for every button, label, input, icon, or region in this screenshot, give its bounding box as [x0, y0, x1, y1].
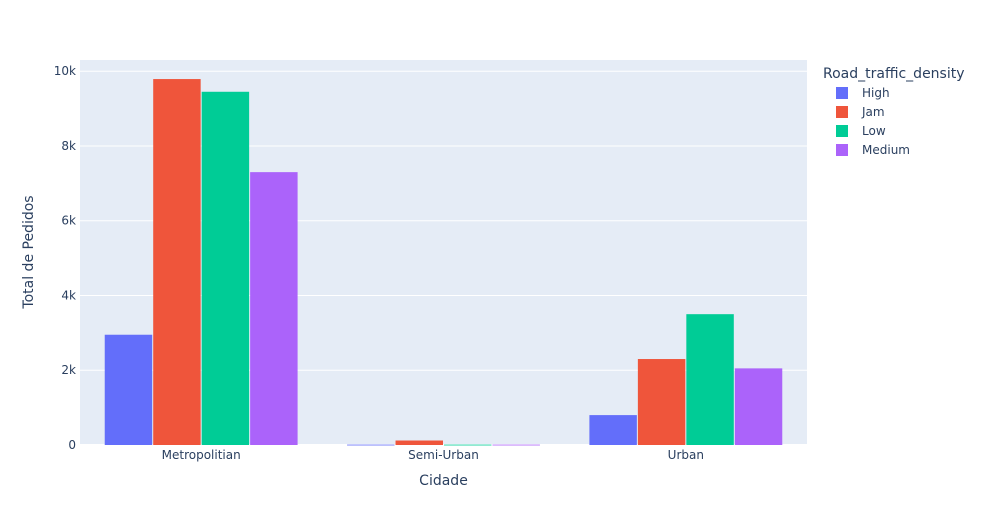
x-tick-label: Urban: [668, 448, 704, 462]
bar-medium-semi-urban[interactable]: [492, 444, 540, 446]
y-axis-ticks: 0 2k 4k 6k 8k 10k: [54, 64, 76, 452]
bar-high-semi-urban[interactable]: [347, 444, 395, 446]
x-tick-label: Metropolitian: [162, 448, 241, 462]
y-tick-label: 6k: [61, 214, 76, 228]
y-tick-label: 0: [68, 438, 76, 452]
x-axis-title: Cidade: [419, 473, 468, 489]
legend-swatch-medium[interactable]: [836, 144, 848, 156]
y-tick-label: 2k: [61, 363, 76, 377]
legend-item-medium[interactable]: Medium: [862, 143, 910, 157]
bar-jam-semi-urban[interactable]: [395, 440, 443, 445]
bar-jam-urban[interactable]: [637, 359, 686, 445]
x-tick-label: Semi-Urban: [408, 448, 479, 462]
y-axis-title: Total de Pedidos: [21, 195, 37, 309]
y-tick-label: 4k: [61, 288, 76, 302]
bar-high-urban[interactable]: [589, 415, 637, 445]
y-tick-label: 10k: [54, 64, 76, 78]
legend-swatch-high[interactable]: [836, 87, 848, 99]
legend-item-jam[interactable]: Jam: [861, 105, 885, 119]
bar-jam-metropolitian[interactable]: [153, 79, 201, 445]
bar-low-urban[interactable]: [686, 314, 734, 445]
gridlines: [80, 70, 807, 446]
bar-medium-metropolitian[interactable]: [250, 172, 298, 445]
bars[interactable]: [104, 79, 783, 446]
bar-medium-urban[interactable]: [734, 368, 783, 445]
legend-item-high[interactable]: High: [862, 86, 890, 100]
bar-high-metropolitian[interactable]: [104, 334, 153, 445]
y-tick-label: 8k: [61, 139, 76, 153]
legend[interactable]: Road_traffic_density High Jam Low Medium: [823, 66, 965, 157]
bar-low-metropolitian[interactable]: [201, 91, 250, 445]
legend-title: Road_traffic_density: [823, 66, 965, 82]
legend-swatch-low[interactable]: [836, 125, 848, 137]
legend-swatch-jam[interactable]: [836, 106, 848, 118]
legend-item-low[interactable]: Low: [862, 124, 886, 138]
bar-low-semi-urban[interactable]: [444, 444, 492, 446]
x-axis-ticks: Metropolitian Semi-Urban Urban: [162, 448, 704, 462]
plot-background: [80, 60, 807, 445]
